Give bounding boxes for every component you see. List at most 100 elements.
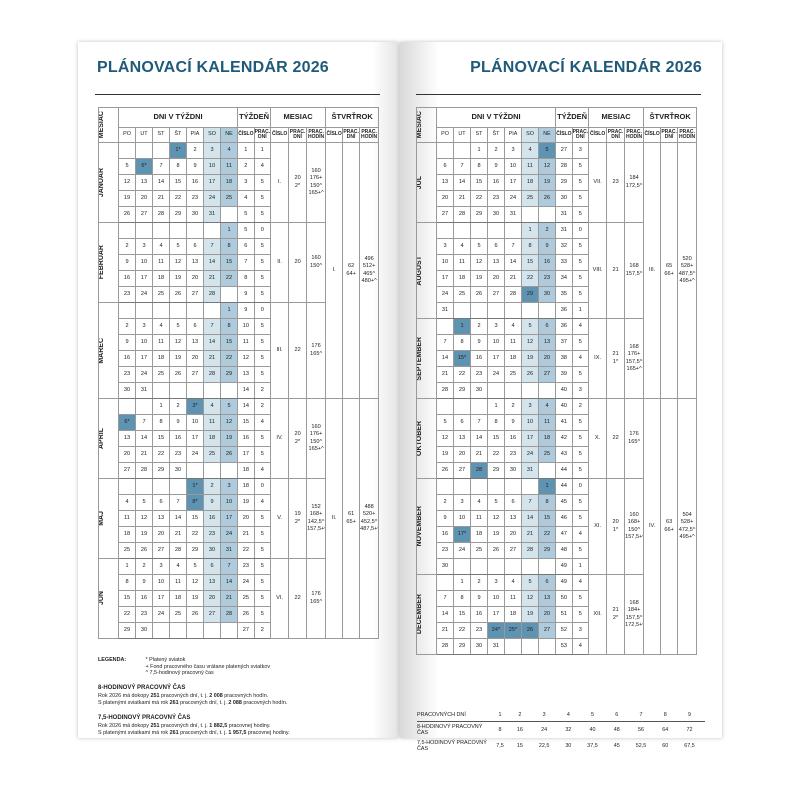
day-cell: 23 (135, 606, 153, 623)
day-cell: 31 (504, 206, 522, 223)
day-cell: 2 (470, 318, 488, 335)
week-work-days: 5 (253, 286, 272, 303)
week-work-days: 2 (571, 398, 590, 415)
value: 142,5^ (307, 518, 325, 525)
day-cell (470, 398, 488, 415)
value: 64+ (346, 270, 356, 277)
day-cell: 6 (487, 238, 505, 255)
day-cell: 30 (118, 382, 136, 399)
month-number: IV. (270, 398, 290, 479)
value: 165^ (628, 438, 641, 445)
value: 160 (311, 167, 321, 174)
column-header: ČÍSLO (643, 127, 662, 143)
day-cell: 30 (537, 286, 557, 303)
day-cell: 30 (186, 206, 204, 223)
day-cell (152, 142, 170, 159)
day-cell: 16 (470, 350, 488, 367)
month-name: NOVEMBER (416, 506, 424, 547)
day-cell (118, 398, 136, 415)
day-cell: 4 (470, 494, 488, 511)
week-number: 9 (237, 302, 255, 319)
summary-cell: 72 (686, 727, 693, 733)
day-cell: 11 (152, 254, 170, 271)
value: 165^ (310, 598, 323, 605)
day-cell: 9 (135, 574, 153, 591)
week-work-days: 4 (253, 494, 272, 511)
day-cell (504, 382, 522, 399)
day-cell: 11 (118, 510, 136, 527)
month-name-cell: FEBRUÁR (98, 222, 119, 303)
day-cell: 28 (470, 462, 488, 479)
day-cell: 3 (135, 238, 153, 255)
day-cell: 3 (521, 398, 539, 415)
day-cell: 17 (521, 430, 539, 447)
quarter-header: ŠTVRŤROK (643, 107, 698, 128)
value: 22 (294, 594, 301, 601)
week-work-days: 5 (253, 574, 272, 591)
day-cell: 13 (135, 174, 153, 191)
value: 22 (612, 434, 619, 441)
day-cell: 5 (487, 494, 505, 511)
day-cell: 9 (118, 334, 136, 351)
week-work-days: 5 (253, 334, 272, 351)
day-cell (118, 302, 136, 319)
quarter-work-hours: 488 520+ 452,5^ 487,5+^ (359, 398, 380, 639)
day-cell: 8 (453, 334, 471, 351)
day-cell: 25 (470, 542, 488, 559)
day-cell: 15 (453, 606, 471, 623)
day-cell: 5 (169, 318, 187, 335)
value: 520 (682, 255, 692, 262)
column-header: PRAC. HODÍN (359, 127, 380, 143)
day-cell (135, 302, 153, 319)
value: 2* (294, 438, 301, 445)
week-number: 38 (555, 350, 573, 367)
day-cell (537, 558, 557, 575)
day-cell: 23 (118, 286, 136, 303)
legend-text: Rok 2026 má dokopy (98, 723, 151, 730)
value: 487,5^ (678, 270, 696, 277)
day-cell: 9 (470, 334, 488, 351)
week-work-days: 5 (253, 206, 272, 223)
day-cell (453, 142, 471, 159)
day-cell: 14 (504, 254, 522, 271)
value: 20 (294, 258, 301, 265)
summary-cell: 60 (662, 743, 669, 749)
value: 2* (294, 182, 301, 189)
month-number: XI. (588, 478, 608, 575)
day-cell: 28 (504, 286, 522, 303)
day-cell: 12 (186, 574, 204, 591)
summary-cell: 7,5 (496, 743, 504, 749)
day-cell: 27 (487, 286, 505, 303)
quarter-work-days: 63 66+ (660, 398, 679, 655)
month-header: MESIAC (98, 107, 119, 143)
day-header: ST (470, 127, 488, 143)
day-cell: 3 (135, 318, 153, 335)
day-cell: 16 (135, 590, 153, 607)
day-cell: 19 (169, 270, 187, 287)
day-cell (487, 302, 505, 319)
day-cell: 1 (470, 142, 488, 159)
day-cell: 23 (470, 366, 488, 383)
value: 495+^ (679, 534, 695, 540)
day-cell: 10 (487, 590, 505, 607)
week-work-days: 5 (571, 174, 590, 191)
title-divider (416, 94, 701, 95)
week-row: NOVEMBER 1 44 0 XI. 20 1* 160 168+ 150^ 157,5+^ (416, 478, 697, 575)
value: 168 (629, 599, 639, 606)
week-row: 2 3 4 5 6 7 8 45 5 (417, 494, 697, 511)
week-work-days: 0 (571, 222, 590, 239)
week-row: 16 17 18 19 20 21 22 12 5 (99, 350, 379, 367)
week-work-days: 1 (253, 142, 272, 159)
day-cell: 7 (436, 334, 454, 351)
value: 23 (612, 178, 619, 185)
value: 66+ (664, 270, 674, 277)
week-number: 36 (555, 302, 573, 319)
day-cell: 23 (186, 190, 204, 207)
day-cell (169, 382, 187, 399)
legend-line: Rok 2026 má dokopy 251 pracovných dní, t… (98, 723, 388, 730)
summary-cell: 8-HODINOVÝ PRACOVNÝ ČAS (417, 724, 483, 736)
month-number: XII. (588, 574, 608, 655)
day-cell: 4 (521, 142, 539, 159)
month-group-header: MESIAC (270, 107, 327, 128)
header-row: MESIAC DNI V TÝŽDNI TÝŽDEŇ MESIAC ŠTVRŤROK (98, 107, 380, 143)
